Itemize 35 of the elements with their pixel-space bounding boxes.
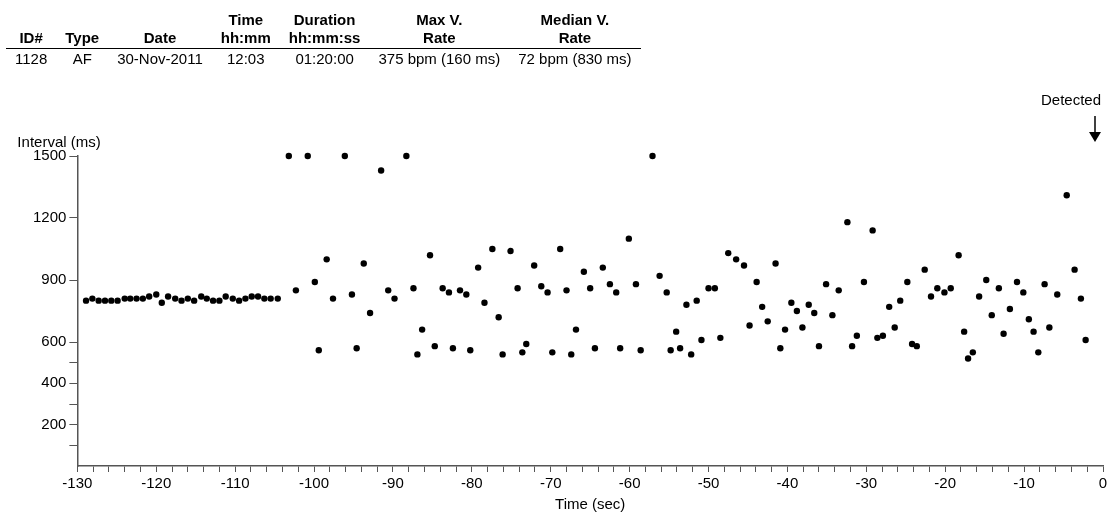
y-tick-label: 1200 xyxy=(32,208,67,226)
x-tick-label: 0 xyxy=(1098,474,1108,492)
y-tick-label: 200 xyxy=(41,414,67,432)
x-tick-label: -40 xyxy=(776,474,799,492)
x-tick-label: -100 xyxy=(299,474,330,492)
text: Median V. Rate xyxy=(539,10,611,48)
text: AF xyxy=(71,49,93,69)
x-tick-label: -80 xyxy=(461,474,483,492)
x-tick-label: -120 xyxy=(141,474,172,492)
x-tick-label: -30 xyxy=(855,474,878,492)
x-tick-label: -20 xyxy=(934,474,957,492)
x-tick-label: -60 xyxy=(618,474,641,492)
text: 30-Nov-2011 xyxy=(116,49,204,69)
x-tick-label: -50 xyxy=(697,474,720,492)
text: Date xyxy=(142,28,178,48)
text: Time hh:mm xyxy=(219,10,272,48)
text: 12:03 xyxy=(226,49,266,69)
text: 72 bpm (830 ms) xyxy=(517,49,633,69)
text: Type xyxy=(64,28,101,48)
text: Detected xyxy=(1040,90,1101,108)
y-tick-label: 600 xyxy=(41,332,67,350)
x-tick-label: -90 xyxy=(382,474,404,492)
text: ID# xyxy=(18,28,44,48)
y-tick-label: 900 xyxy=(41,270,67,288)
x-tick-label: -110 xyxy=(220,474,250,492)
text: 1128 xyxy=(14,49,49,69)
x-axis-title: Time (sec) xyxy=(555,495,626,513)
text: 375 bpm (160 ms) xyxy=(377,49,502,69)
text: 01:20:00 xyxy=(294,49,355,69)
x-tick-label: -10 xyxy=(1013,474,1035,492)
x-tick-label: -70 xyxy=(539,474,562,492)
text: Duration hh:mm:ss xyxy=(287,10,362,48)
x-tick-label: -130 xyxy=(62,474,93,492)
text: Max V. Rate xyxy=(415,10,464,48)
y-tick-label: 400 xyxy=(41,373,67,391)
